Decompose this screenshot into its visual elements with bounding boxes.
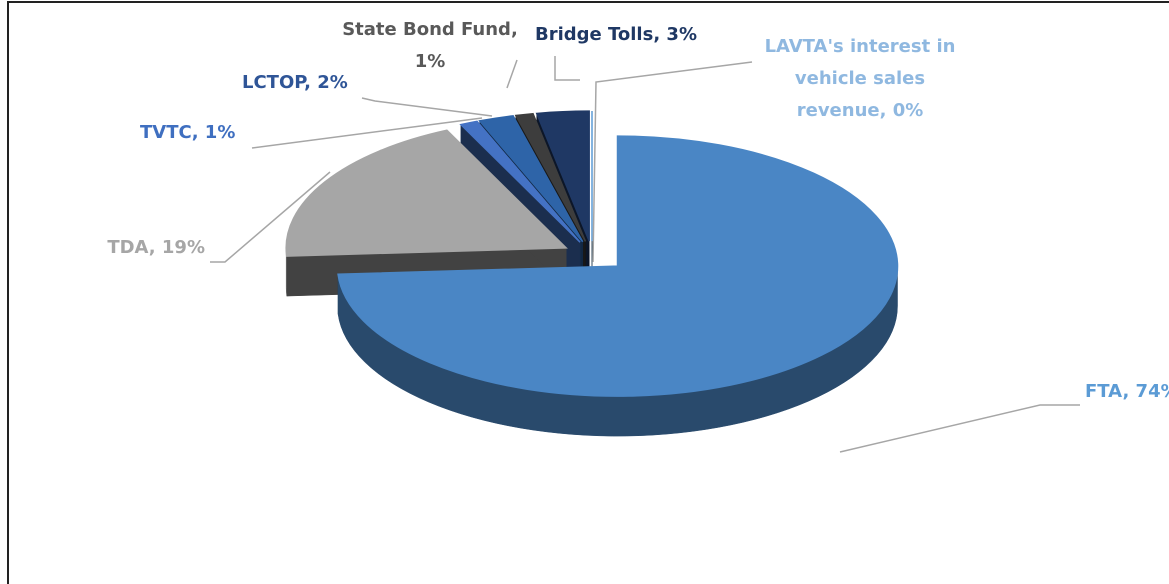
data-label: LCTOP, 2%	[242, 72, 348, 93]
slice	[514, 112, 587, 242]
data-label: 1%	[415, 51, 446, 72]
data-label: revenue, 0%	[797, 100, 924, 121]
leader-line	[506, 59, 518, 89]
leader-line	[361, 97, 493, 117]
leader-line	[251, 117, 483, 149]
data-label: TVTC, 1%	[140, 122, 235, 143]
data-label: TDA, 19%	[107, 237, 205, 258]
data-label: Bridge Tolls, 3%	[535, 24, 697, 45]
data-label: vehicle sales	[795, 68, 925, 89]
data-label: LAVTA's interest in	[765, 36, 956, 57]
leader-line	[592, 61, 753, 263]
slice	[337, 135, 899, 397]
slice	[459, 120, 581, 243]
leader-line	[210, 171, 331, 263]
leader-line	[839, 404, 1080, 453]
data-label: FTA, 74%	[1085, 381, 1169, 402]
slice	[535, 110, 590, 242]
data-label: State Bond Fund,	[342, 19, 518, 40]
leader-line	[554, 56, 580, 81]
slice	[478, 115, 584, 243]
slice	[285, 129, 568, 257]
